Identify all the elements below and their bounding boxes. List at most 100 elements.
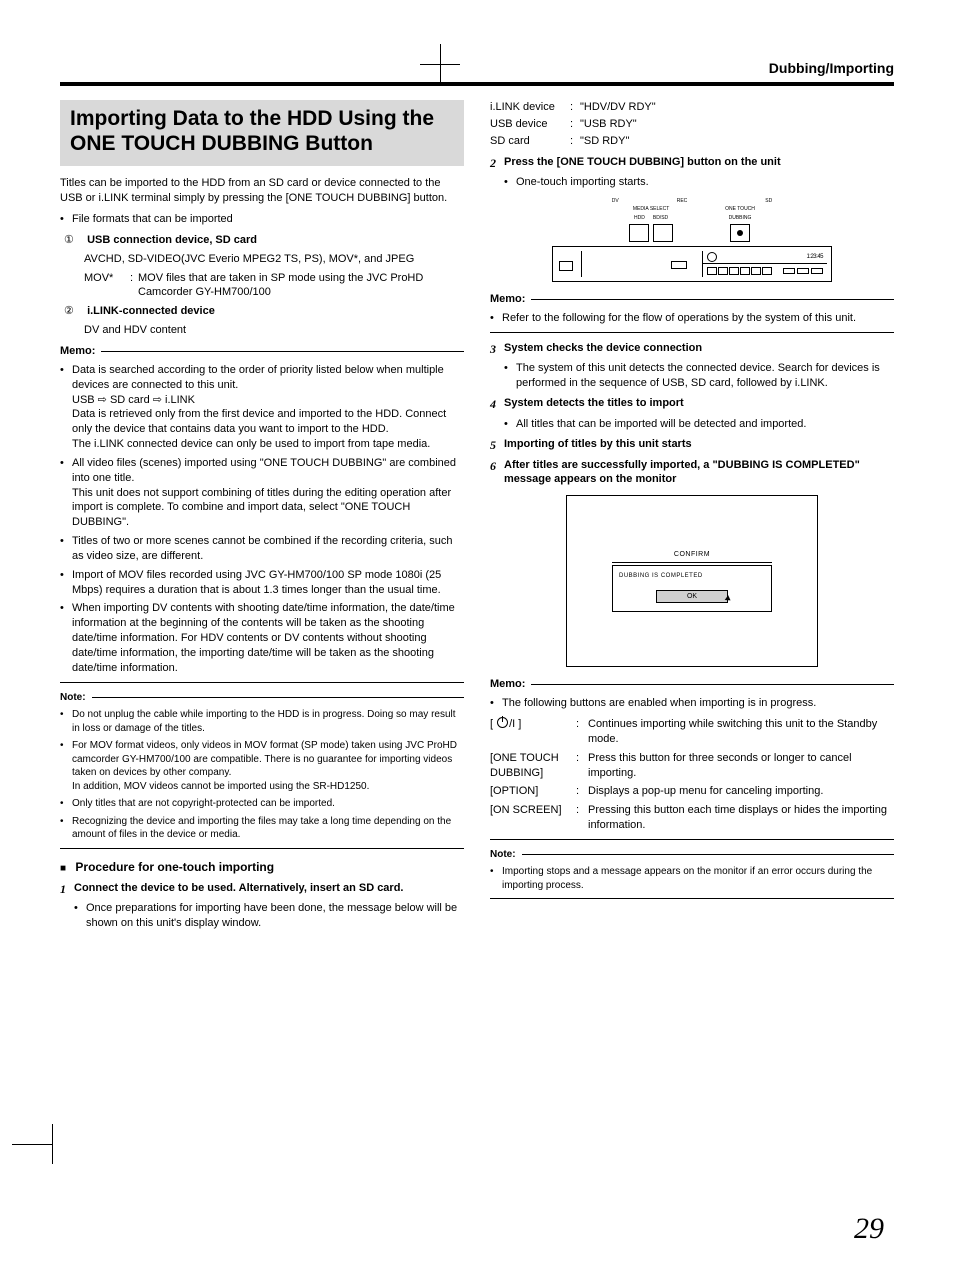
format-2-head: i.LINK-connected device — [87, 305, 215, 317]
mov-desc: MOV files that are taken in SP mode usin… — [138, 271, 464, 301]
confirm-inner: CONFIRM DUBBING IS COMPLETED OK — [612, 550, 772, 612]
nav-row-icon — [783, 268, 823, 274]
step1-sub: Once preparations for importing have bee… — [74, 901, 464, 931]
memo3-item: The following buttons are enabled when i… — [490, 696, 894, 711]
dev-sd-val: "SD RDY" — [580, 134, 894, 149]
memo1-b2a: All video files (scenes) imported using … — [72, 457, 456, 484]
note-end-rule — [490, 898, 894, 899]
note-line — [522, 854, 894, 855]
memo-line — [531, 684, 894, 685]
btn-colon: : — [576, 751, 588, 781]
confirm-ok-row: OK — [619, 590, 765, 603]
memo1-b1d: The i.LINK connected device can only be … — [72, 438, 430, 450]
btn-row-onscreen: [ON SCREEN] : Pressing this button each … — [490, 803, 894, 833]
note1-b2b: In addition, MOV videos cannot be import… — [72, 781, 369, 792]
step-4-title: System detects the titles to import — [504, 396, 894, 412]
note1-body: Do not unplug the cable while importing … — [60, 708, 464, 842]
dev-colon: : — [570, 134, 580, 149]
step-3-title: System checks the device connection — [504, 341, 894, 357]
device-ready-table: i.LINK device : "HDV/DV RDY" USB device … — [490, 100, 894, 149]
dev-ilink-val: "HDV/DV RDY" — [580, 100, 894, 115]
procedure-heading-text: Procedure for one-touch importing — [75, 860, 274, 874]
btn-onscreen-val: Pressing this button each time displays … — [588, 803, 894, 833]
section-header: Dubbing/Importing — [60, 60, 894, 76]
memo1-item: When importing DV contents with shooting… — [60, 601, 464, 675]
knob-icon — [707, 252, 717, 262]
note-line — [92, 697, 464, 698]
left-column: Importing Data to the HDD Using the ONE … — [60, 100, 464, 937]
lbl-media-select: MEDIA SELECT — [633, 206, 669, 213]
btn-option-key: [OPTION] — [490, 784, 576, 799]
step-number: 3 — [490, 341, 504, 357]
memo-end-rule — [490, 839, 894, 840]
device-body-outline: 1:23:45 — [552, 246, 832, 282]
btn-power-suffix: /I ] — [509, 718, 521, 730]
btn-colon: : — [576, 803, 588, 833]
lbl-one-touch: ONE TOUCH — [725, 206, 755, 213]
memo-header: Memo: — [60, 344, 464, 359]
btn-colon: : — [576, 717, 588, 747]
media-select-group: MEDIA SELECT HDD BD/SD — [629, 206, 673, 242]
format-2-body: DV and HDV content — [60, 323, 464, 338]
dev-ilink-key: i.LINK device — [490, 100, 570, 115]
memo-label: Memo: — [60, 344, 95, 359]
buttons-table: [ /I ] : Continues importing while switc… — [490, 717, 894, 833]
note-label: Note: — [490, 848, 516, 862]
lbl-hdd: HDD — [634, 215, 645, 222]
dev-usb-key: USB device — [490, 117, 570, 132]
memo1-b1b: USB ⇨ SD card ⇨ i.LINK — [72, 394, 195, 406]
note1-item: Only titles that are not copyright-prote… — [60, 797, 464, 811]
device-left-icon — [559, 261, 573, 271]
memo-end-rule — [60, 682, 464, 683]
step3-sub-list: The system of this unit detects the conn… — [490, 361, 894, 391]
step-number: 4 — [490, 396, 504, 412]
dev-colon: : — [570, 117, 580, 132]
step4-sub-list: All titles that can be imported will be … — [490, 417, 894, 432]
btn-option-val: Displays a pop-up menu for canceling imp… — [588, 784, 894, 799]
note-header: Note: — [490, 848, 894, 862]
display-readout: 1:23:45 — [806, 253, 823, 261]
step2-sub-list: One-touch importing starts. — [490, 175, 894, 190]
page-number: 29 — [854, 1212, 884, 1246]
memo-header: Memo: — [490, 292, 894, 307]
formats-bullet: File formats that can be imported — [60, 212, 464, 227]
article-title: Importing Data to the HDD Using the ONE … — [70, 106, 454, 156]
note1-item: Do not unplug the cable while importing … — [60, 708, 464, 735]
btn-onscreen-key: [ON SCREEN] — [490, 803, 576, 833]
circled-1: ① — [64, 233, 84, 248]
step-4: 4 System detects the titles to import — [490, 396, 894, 412]
confirm-ok-button: OK — [656, 590, 728, 603]
mov-note-row: MOV* : MOV files that are taken in SP mo… — [60, 271, 464, 301]
square-bullet-icon: ■ — [60, 863, 66, 874]
btn-colon: : — [576, 784, 588, 799]
step-5-title: Importing of titles by this unit starts — [504, 437, 894, 453]
note-end-rule — [60, 848, 464, 849]
crop-mark — [12, 1144, 52, 1145]
btn-otd-key: [ONE TOUCH DUBBING] — [490, 751, 576, 781]
memo1-list: Data is searched according to the order … — [60, 363, 464, 676]
step-number: 1 — [60, 881, 74, 897]
step-number: 6 — [490, 458, 504, 488]
step-1: 1 Connect the device to be used. Alterna… — [60, 881, 464, 897]
memo3-list: The following buttons are enabled when i… — [490, 696, 894, 711]
step-number: 5 — [490, 437, 504, 453]
format-item-1: ① USB connection device, SD card — [60, 233, 464, 248]
btn-power-key: [ /I ] — [490, 717, 576, 747]
button-row-icon — [707, 267, 772, 275]
lbl-dv: DV — [612, 198, 619, 205]
memo-end-rule — [490, 332, 894, 333]
confirm-dialog-figure: CONFIRM DUBBING IS COMPLETED OK — [566, 495, 818, 667]
note1-list: Do not unplug the cable while importing … — [60, 708, 464, 842]
note1-item: Recognizing the device and importing the… — [60, 815, 464, 842]
step-6-title: After titles are successfully imported, … — [504, 458, 894, 488]
btn-power-prefix: [ — [490, 718, 496, 730]
formats-list: File formats that can be imported — [60, 212, 464, 227]
circled-2: ② — [64, 304, 84, 319]
format-item-2: ② i.LINK-connected device — [60, 304, 464, 319]
power-icon — [497, 717, 508, 728]
step-5: 5 Importing of titles by this unit start… — [490, 437, 894, 453]
note-label: Note: — [60, 691, 86, 705]
memo-line — [101, 351, 464, 352]
note2-body: Importing stops and a message appears on… — [490, 865, 894, 892]
memo1-item: All video files (scenes) imported using … — [60, 456, 464, 530]
